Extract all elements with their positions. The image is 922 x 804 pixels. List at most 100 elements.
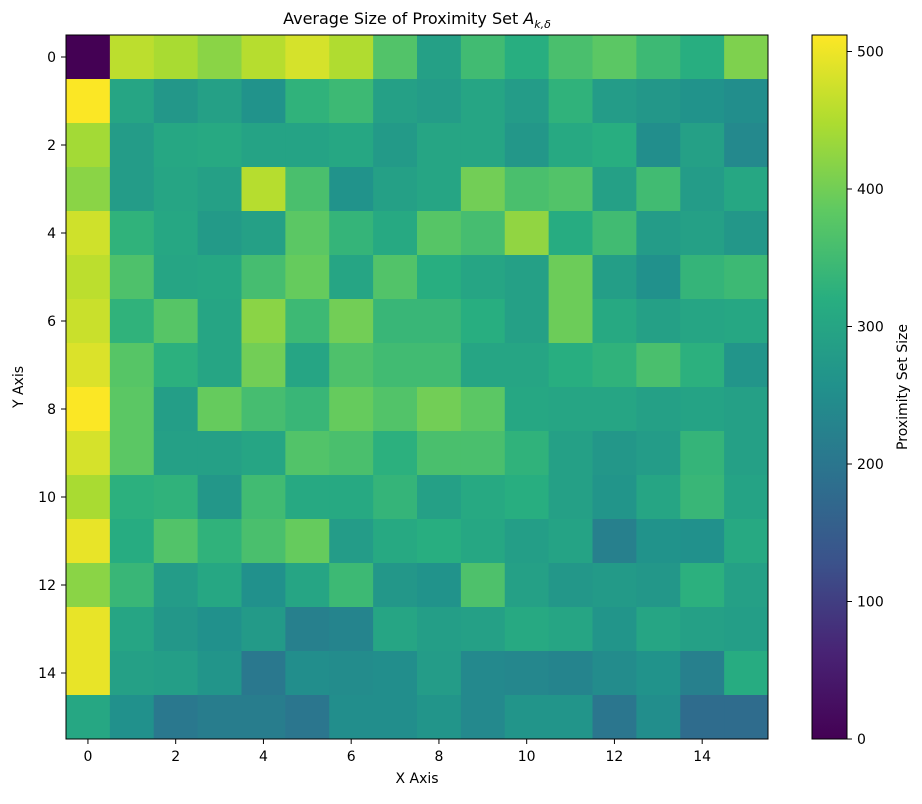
heatmap-cell	[373, 475, 418, 520]
heatmap-cell	[197, 255, 242, 300]
heatmap-cell	[680, 255, 725, 300]
heatmap-cell	[329, 563, 374, 608]
heatmap-cell	[504, 695, 550, 740]
heatmap-cell	[548, 255, 593, 300]
heatmap-cell	[636, 695, 681, 740]
heatmap-cell	[241, 79, 286, 124]
heatmap-cell	[504, 431, 550, 476]
colorbar-tick-label: 300	[857, 320, 884, 336]
heatmap-cell	[417, 79, 462, 124]
heatmap-cell	[285, 35, 330, 80]
chart-title-text: Average Size of Proximity Set	[283, 9, 523, 28]
heatmap-cell	[329, 343, 374, 388]
heatmap-cell	[680, 167, 725, 212]
heatmap-cell	[241, 387, 286, 432]
heatmap-cell	[548, 695, 593, 740]
heatmap-cell	[153, 475, 199, 520]
heatmap-cell	[109, 35, 155, 80]
heatmap-cell	[197, 167, 242, 212]
heatmap-cell	[373, 211, 418, 256]
heatmap-cell	[504, 167, 550, 212]
heatmap-cell	[636, 651, 681, 696]
heatmap-cell	[109, 431, 155, 476]
heatmap-cell	[504, 607, 550, 652]
heatmap-cell	[417, 255, 462, 300]
heatmap-cell	[373, 651, 418, 696]
heatmap-cell	[197, 607, 242, 652]
heatmap-cell	[197, 563, 242, 608]
heatmap-cell	[592, 431, 637, 476]
heatmap-cell	[724, 299, 769, 344]
heatmap-cell	[680, 695, 725, 740]
heatmap-cell	[153, 79, 199, 124]
x-tick-label: 14	[693, 749, 711, 765]
heatmap-cell	[66, 651, 111, 696]
heatmap-cell	[329, 123, 374, 168]
heatmap-cell	[724, 695, 769, 740]
heatmap-cell	[460, 79, 506, 124]
heatmap-cell	[285, 431, 330, 476]
heatmap-cell	[285, 79, 330, 124]
heatmap-cell	[153, 343, 199, 388]
heatmap-cell	[329, 695, 374, 740]
heatmap-cell	[460, 387, 506, 432]
heatmap-cell	[417, 695, 462, 740]
heatmap-cell	[153, 695, 199, 740]
heatmap-cell	[592, 519, 637, 564]
heatmap-cell	[109, 607, 155, 652]
heatmap-cell	[636, 387, 681, 432]
chart-title: Average Size of Proximity Set Ak,δ	[283, 9, 551, 31]
heatmap-cell	[109, 299, 155, 344]
heatmap-cell	[592, 475, 637, 520]
heatmap-cell	[373, 343, 418, 388]
y-tick-label: 6	[47, 314, 56, 330]
heatmap-cell	[109, 695, 155, 740]
heatmap-cell	[66, 519, 111, 564]
heatmap-cell	[285, 211, 330, 256]
heatmap-cell	[109, 519, 155, 564]
heatmap-cell	[724, 167, 769, 212]
heatmap-cell	[680, 123, 725, 168]
y-tick-label: 2	[47, 138, 56, 154]
heatmap-cell	[460, 299, 506, 344]
heatmap-cell	[153, 431, 199, 476]
heatmap-cell	[197, 343, 242, 388]
heatmap-cell	[241, 123, 286, 168]
heatmap-cell	[504, 475, 550, 520]
heatmap-cell	[504, 123, 550, 168]
heatmap-cell	[460, 607, 506, 652]
heatmap-cell	[153, 35, 199, 80]
heatmap-cell	[636, 255, 681, 300]
x-tick-label: 6	[347, 749, 356, 765]
heatmap-cell	[197, 431, 242, 476]
heatmap-cell	[548, 211, 593, 256]
heatmap-cell	[197, 299, 242, 344]
heatmap-cell	[636, 211, 681, 256]
y-tick-label: 14	[38, 666, 56, 682]
heatmap-cell	[373, 79, 418, 124]
x-tick-label: 8	[434, 749, 443, 765]
heatmap-cell	[460, 431, 506, 476]
heatmap-cell	[548, 387, 593, 432]
heatmap-cell	[329, 431, 374, 476]
colorbar-tick-label: 500	[857, 45, 884, 61]
heatmap-cell	[241, 35, 286, 80]
heatmap-cell	[197, 35, 242, 80]
colorbar-ticks: 0 100 200 300 400 500	[847, 45, 884, 748]
heatmap-cell	[680, 211, 725, 256]
heatmap-cell	[66, 475, 111, 520]
x-tick-label: 4	[259, 749, 268, 765]
y-tick-label: 4	[47, 226, 56, 242]
heatmap-cell	[592, 211, 637, 256]
heatmap-cell	[460, 255, 506, 300]
heatmap-cell	[241, 563, 286, 608]
heatmap-cell	[417, 431, 462, 476]
x-axis-label: X Axis	[395, 771, 438, 787]
heatmap-cell	[285, 563, 330, 608]
colorbar-tick-label: 200	[857, 457, 884, 473]
heatmap-cell	[680, 651, 725, 696]
heatmap-cell	[373, 519, 418, 564]
heatmap-cell	[329, 607, 374, 652]
heatmap-cell	[373, 123, 418, 168]
heatmap-cell	[373, 299, 418, 344]
